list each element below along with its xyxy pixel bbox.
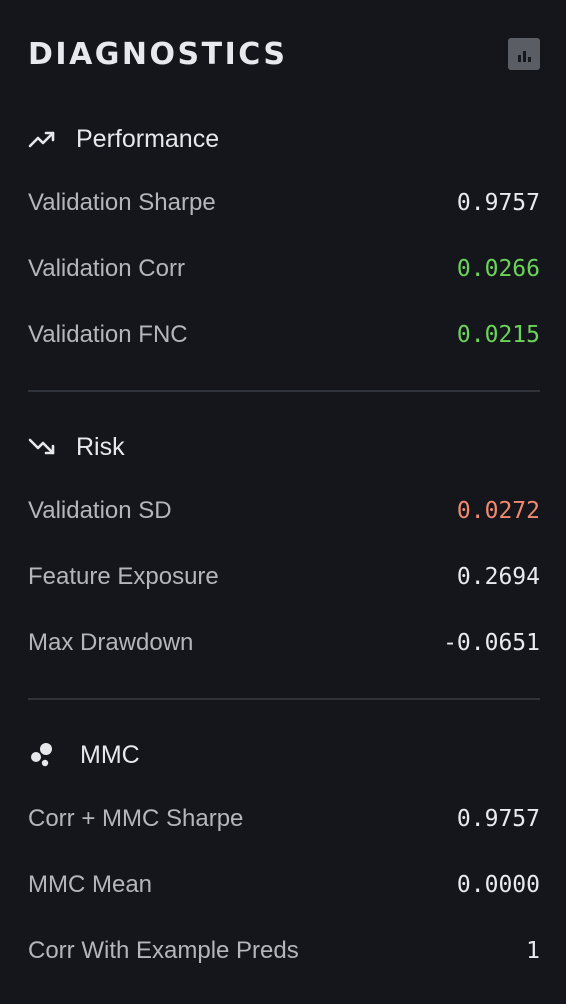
section-title: Risk bbox=[76, 432, 125, 461]
metric-value: 0.2694 bbox=[456, 564, 540, 590]
section-mmc: MMC Corr + MMC Sharpe 0.9757 MMC Mean 0.… bbox=[28, 724, 540, 984]
section-title: Performance bbox=[76, 124, 220, 153]
panel-header: DIAGNOSTICS bbox=[28, 0, 540, 108]
metric-label: Validation FNC bbox=[28, 321, 188, 348]
metric-value: 0.0000 bbox=[456, 872, 540, 898]
metric-label: Feature Exposure bbox=[28, 563, 219, 590]
metric-label: Validation Corr bbox=[28, 255, 185, 282]
metric-label: MMC Mean bbox=[28, 871, 153, 898]
metric-row: MMC Mean 0.0000 bbox=[28, 852, 540, 918]
metric-row: Corr With Example Preds 1 bbox=[28, 918, 540, 984]
metric-value: -0.0651 bbox=[443, 630, 540, 656]
bubbles-icon bbox=[28, 743, 60, 767]
trending-down-icon bbox=[28, 435, 60, 459]
metric-value: 0.9757 bbox=[456, 190, 540, 216]
metric-row: Corr + MMC Sharpe 0.9757 bbox=[28, 786, 540, 852]
panel-title: DIAGNOSTICS bbox=[28, 36, 288, 72]
metric-value: 1 bbox=[526, 938, 540, 964]
section-header-risk: Risk bbox=[28, 416, 540, 478]
metric-value: 0.0272 bbox=[456, 498, 540, 524]
section-divider bbox=[28, 390, 540, 392]
metric-value: 0.0266 bbox=[456, 256, 540, 282]
metric-row: Validation Sharpe 0.9757 bbox=[28, 170, 540, 236]
section-title: MMC bbox=[80, 740, 140, 769]
section-header-mmc: MMC bbox=[28, 724, 540, 786]
metric-label: Validation SD bbox=[28, 497, 172, 524]
metric-value: 0.0215 bbox=[456, 322, 540, 348]
section-header-performance: Performance bbox=[28, 108, 540, 170]
metric-label: Corr With Example Preds bbox=[28, 937, 299, 964]
metric-row: Validation FNC 0.0215 bbox=[28, 302, 540, 368]
bar-chart-icon[interactable] bbox=[508, 38, 540, 70]
trending-up-icon bbox=[28, 127, 60, 151]
metric-row: Max Drawdown -0.0651 bbox=[28, 610, 540, 676]
metric-label: Corr + MMC Sharpe bbox=[28, 805, 244, 832]
section-risk: Risk Validation SD 0.0272 Feature Exposu… bbox=[28, 416, 540, 676]
metric-label: Max Drawdown bbox=[28, 629, 194, 656]
metric-row: Feature Exposure 0.2694 bbox=[28, 544, 540, 610]
metric-label: Validation Sharpe bbox=[28, 189, 216, 216]
metric-row: Validation SD 0.0272 bbox=[28, 478, 540, 544]
metric-row: Validation Corr 0.0266 bbox=[28, 236, 540, 302]
section-performance: Performance Validation Sharpe 0.9757 Val… bbox=[28, 108, 540, 368]
metric-value: 0.9757 bbox=[456, 806, 540, 832]
section-divider bbox=[28, 698, 540, 700]
